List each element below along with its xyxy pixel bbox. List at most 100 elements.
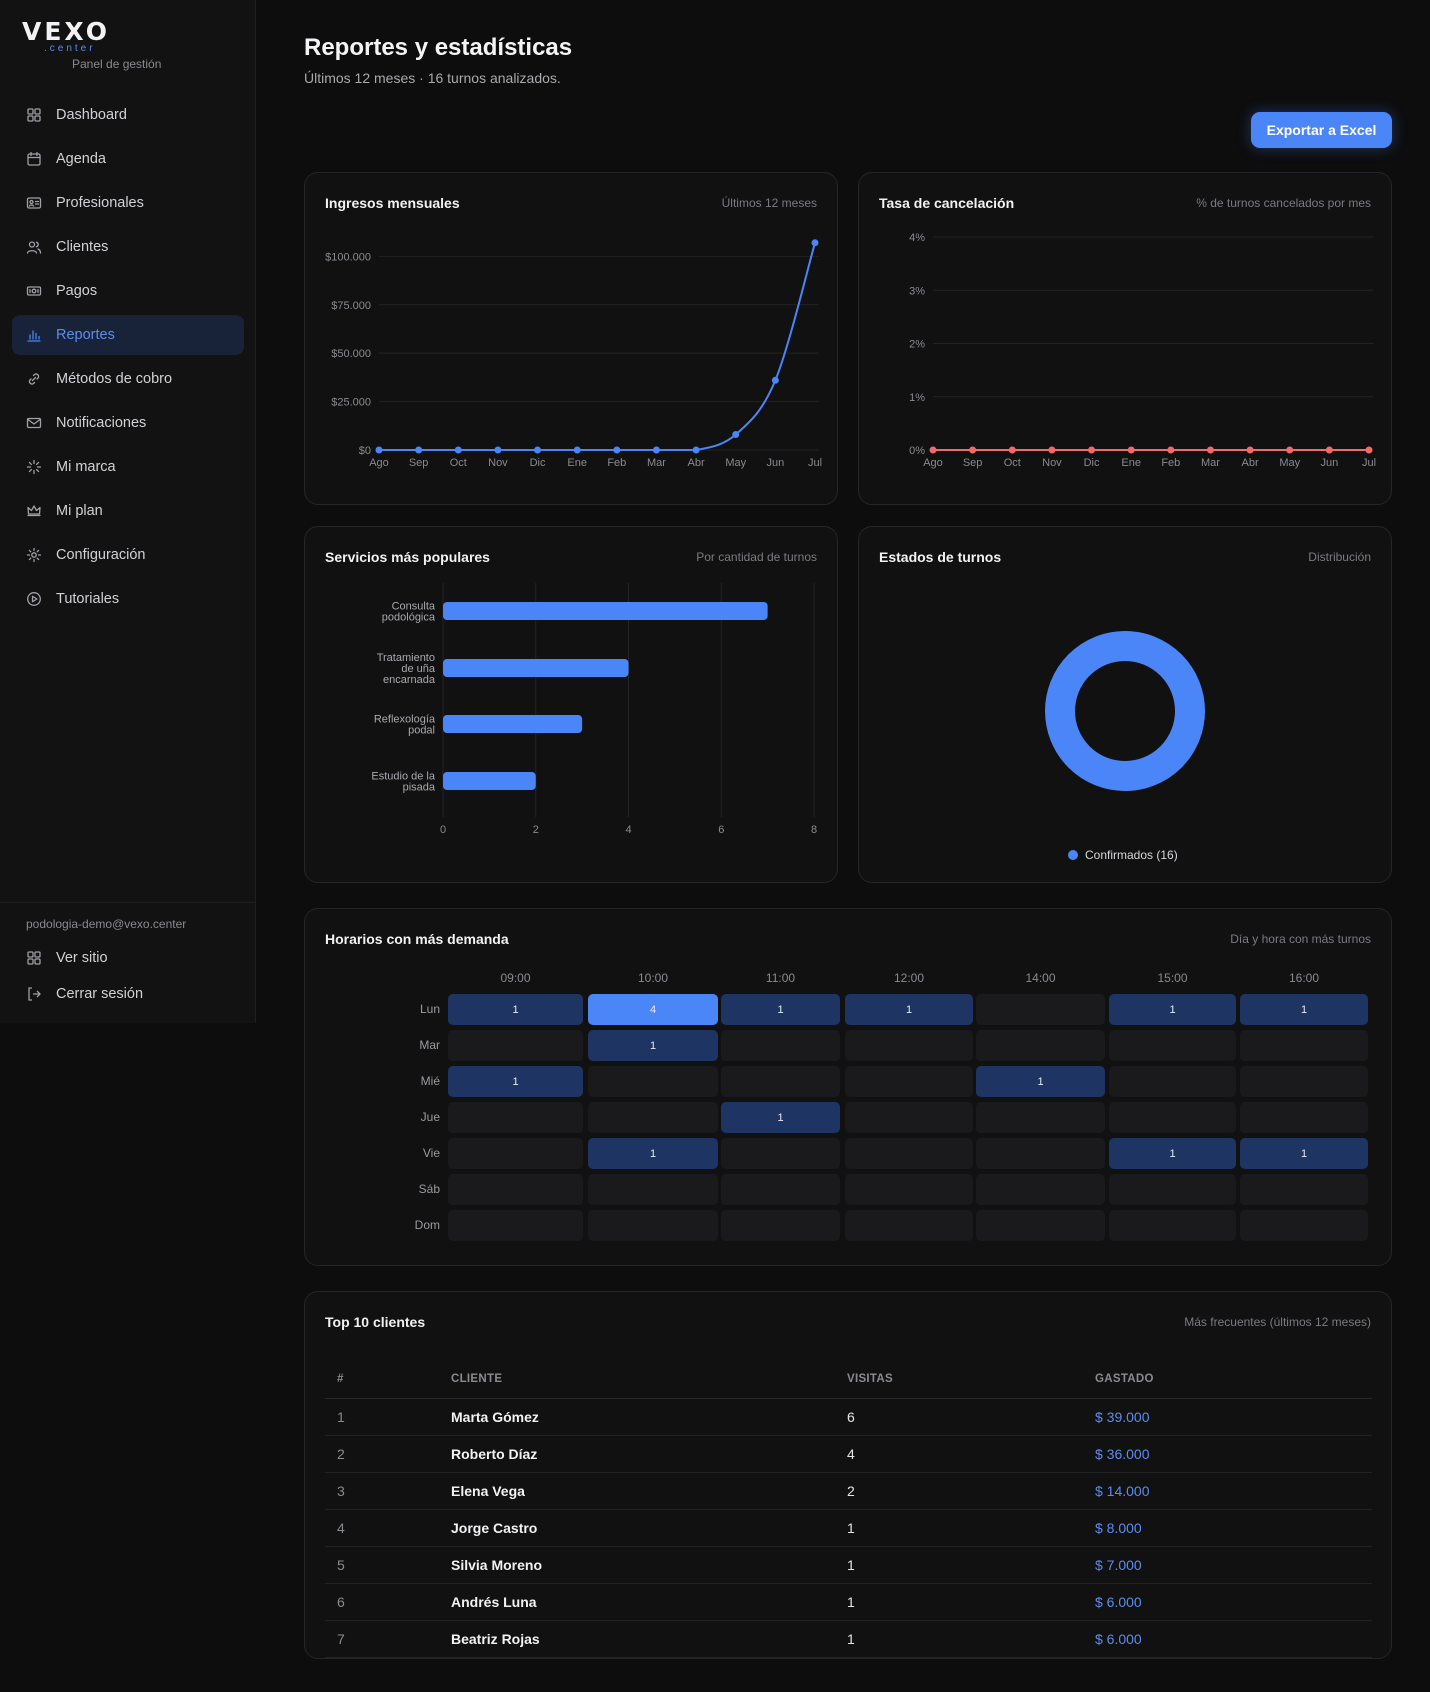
services-x-tick: 0	[440, 824, 446, 836]
logout-button[interactable]: Cerrar sesión	[12, 977, 256, 1011]
income-point	[811, 239, 819, 247]
sidebar-item-tutoriales[interactable]: Tutoriales	[12, 579, 244, 619]
heatmap-column-label: 14:00	[1025, 971, 1056, 985]
sidebar-item-clientes[interactable]: Clientes	[12, 227, 244, 267]
states-legend-dot	[1068, 850, 1078, 860]
money-icon	[26, 283, 42, 299]
export-excel-button[interactable]: Exportar a Excel	[1251, 112, 1392, 148]
crown-icon	[26, 503, 42, 519]
heatmap-cell	[721, 1138, 840, 1169]
heatmap-column-label: 09:00	[500, 971, 531, 985]
sidebar-item-label: Pagos	[56, 283, 98, 299]
table-column-header: GASTADO	[1095, 1360, 1372, 1399]
states-slice	[1045, 631, 1205, 791]
client-name-cell: Elena Vega	[451, 1472, 847, 1510]
income-x-tick: Mar	[647, 457, 666, 469]
table-header-row: # CLIENTE VISITAS GASTADO	[325, 1360, 1372, 1399]
table-row: 2 Roberto Díaz 4 $ 36.000	[325, 1435, 1372, 1473]
services-title: Servicios más populares	[325, 549, 490, 565]
heatmap-cell	[976, 1174, 1105, 1205]
rank-cell: 2	[325, 1435, 451, 1473]
heatmap-cell: 1	[448, 1066, 583, 1097]
table-body: 1 Marta Gómez 6 $ 39.000 2 Roberto Díaz 4 $ 36.…	[325, 1398, 1372, 1658]
table-row: 7 Beatriz Rojas 1 $ 6.000	[325, 1620, 1372, 1658]
services-bar	[443, 772, 536, 790]
client-name-cell: Jorge Castro	[451, 1509, 847, 1547]
sidebar-item-label: Reportes	[56, 327, 115, 343]
cancel-x-tick: Mar	[1201, 457, 1220, 469]
vexo-logo[interactable]: VEXO .center	[22, 19, 110, 54]
sidebar-item-profesionales[interactable]: Profesionales	[12, 183, 244, 223]
heatmap-cell	[588, 1174, 718, 1205]
heatmap-cell	[448, 1174, 583, 1205]
cancel-point	[1206, 446, 1214, 454]
heatmap-cell: 1	[1109, 994, 1236, 1025]
user-email: podologia-demo@vexo.center	[26, 917, 187, 931]
sidebar-item-métodos-de-cobro[interactable]: Métodos de cobro	[12, 359, 244, 399]
cancel-x-tick: Jul	[1362, 457, 1376, 469]
visits-cell: 1	[847, 1546, 1095, 1584]
sidebar-item-configuración[interactable]: Configuración	[12, 535, 244, 575]
income-x-tick: Feb	[607, 457, 626, 469]
income-point	[692, 446, 700, 454]
cancel-x-tick: Abr	[1242, 457, 1259, 469]
id-card-icon	[26, 195, 42, 211]
heatmap-cell	[448, 1210, 583, 1241]
view-site-link[interactable]: Ver sitio	[12, 941, 256, 975]
heatmap-cell	[588, 1102, 718, 1133]
income-point	[534, 446, 542, 454]
services-category-label: podal	[408, 725, 435, 737]
heatmap-cell	[448, 1030, 583, 1061]
income-point	[375, 446, 383, 454]
sidebar-item-label: Métodos de cobro	[56, 371, 173, 387]
rank-cell: 3	[325, 1472, 451, 1510]
sidebar-item-agenda[interactable]: Agenda	[12, 139, 244, 179]
cancel-y-tick: 0%	[909, 445, 925, 457]
heatmap-cell: 1	[1240, 994, 1368, 1025]
services-category-label: de uña	[401, 663, 436, 675]
client-name-cell: Roberto Díaz	[451, 1435, 847, 1473]
income-y-tick: $75.000	[331, 300, 371, 312]
mail-icon	[26, 415, 42, 431]
cancel-x-tick: Nov	[1042, 457, 1062, 469]
heatmap-cell: 1	[588, 1138, 718, 1169]
cancel-point	[1048, 446, 1056, 454]
heatmap-cell	[976, 1210, 1105, 1241]
services-category-label: encarnada	[383, 674, 436, 686]
cancel-x-tick: Ene	[1121, 457, 1141, 469]
services-x-tick: 8	[811, 824, 817, 836]
cancel-note: % de turnos cancelados por mes	[1196, 196, 1371, 210]
heatmap-cell	[721, 1210, 840, 1241]
rank-cell: 5	[325, 1546, 451, 1584]
cancel-x-tick: Dic	[1084, 457, 1100, 469]
sidebar-item-mi-plan[interactable]: Mi plan	[12, 491, 244, 531]
sidebar-item-pagos[interactable]: Pagos	[12, 271, 244, 311]
heatmap-row-label: Sáb	[418, 1182, 440, 1196]
panel-label: Panel de gestión	[72, 57, 162, 71]
sidebar-item-dashboard[interactable]: Dashboard	[12, 95, 244, 135]
sidebar-item-label: Configuración	[56, 547, 146, 563]
states-card: Estados de turnos Distribución Confirmad…	[858, 526, 1392, 883]
rank-cell: 7	[325, 1620, 451, 1658]
heatmap-cell	[588, 1210, 718, 1241]
heatmap-cell	[1109, 1210, 1236, 1241]
play-icon	[26, 591, 42, 607]
income-y-tick: $50.000	[331, 348, 371, 360]
heatmap-row-label: Jue	[420, 1110, 440, 1124]
sidebar-item-mi-marca[interactable]: Mi marca	[12, 447, 244, 487]
logout-label: Cerrar sesión	[56, 986, 144, 1002]
top-clients-card: Top 10 clientes Más frecuentes (últimos …	[304, 1291, 1392, 1659]
income-x-tick: Ago	[369, 457, 389, 469]
heatmap-cell	[845, 1030, 973, 1061]
income-x-tick: Sep	[409, 457, 429, 469]
spent-cell: $ 6.000	[1095, 1620, 1372, 1658]
income-x-tick: Jul	[808, 457, 822, 469]
sidebar-item-reportes[interactable]: Reportes	[12, 315, 244, 355]
income-card: Ingresos mensuales Últimos 12 meses $0 $2…	[304, 172, 838, 505]
sidebar-item-notificaciones[interactable]: Notificaciones	[12, 403, 244, 443]
view-site-label: Ver sitio	[56, 950, 108, 966]
services-category-label: podológica	[382, 612, 436, 624]
heatmap-cell: 1	[588, 1030, 718, 1061]
spent-cell: $ 39.000	[1095, 1398, 1372, 1436]
cancel-point	[1088, 446, 1096, 454]
